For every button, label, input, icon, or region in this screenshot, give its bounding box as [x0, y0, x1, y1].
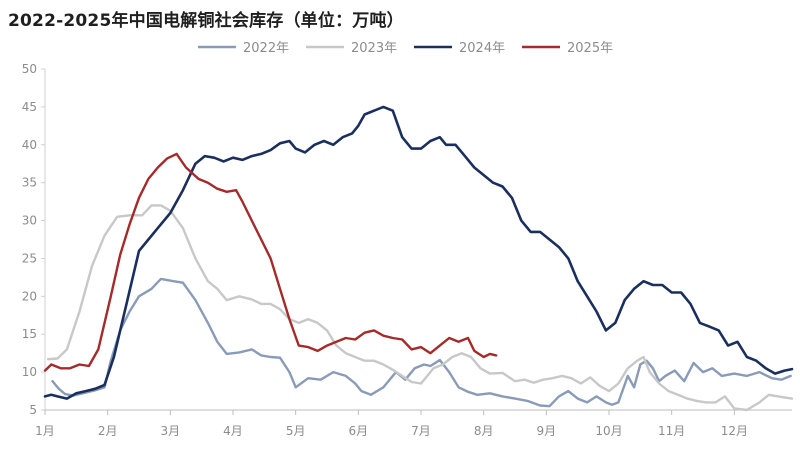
y-tick-label: 30 [22, 214, 37, 228]
x-tick-label: 2月 [98, 424, 118, 438]
y-tick-label: 35 [22, 176, 37, 190]
legend: 2022年 2023年 2024年 2025年 [198, 41, 613, 56]
x-axis: 1月 2月 3月 4月 5月 6月 7月 8月 9月 10月 11月 12月 [35, 409, 792, 438]
x-tick-label: 11月 [658, 424, 685, 438]
series-line-2024年 [43, 105, 794, 400]
x-tick-label: 5月 [286, 424, 306, 438]
y-axis: 5 10 15 20 25 30 35 40 45 50 [22, 62, 46, 417]
y-tick-label: 10 [22, 365, 37, 379]
legend-label: 2024年 [459, 41, 505, 56]
legend-label: 2022年 [243, 41, 289, 56]
series-line-2023年 [46, 204, 794, 412]
x-tick-label: 3月 [161, 424, 181, 438]
series-line-2025年 [43, 152, 498, 372]
y-tick-label: 40 [22, 138, 37, 152]
x-tick-label: 7月 [411, 424, 431, 438]
y-tick-label: 50 [22, 62, 37, 76]
series-layer [43, 105, 794, 412]
x-tick-label: 12月 [721, 424, 748, 438]
series-line-2022年 [51, 277, 792, 408]
y-tick-label: 45 [22, 100, 37, 114]
x-tick-label: 10月 [595, 424, 622, 438]
x-tick-label: 1月 [35, 424, 55, 438]
y-tick-label: 15 [22, 327, 37, 341]
y-tick-label: 5 [29, 403, 37, 417]
x-tick-label: 6月 [349, 424, 369, 438]
x-tick-label: 9月 [537, 424, 557, 438]
x-tick-label: 8月 [474, 424, 494, 438]
x-tick-label: 4月 [223, 424, 243, 438]
y-tick-label: 20 [22, 289, 37, 303]
y-tick-label: 25 [22, 251, 37, 265]
chart-title: 2022-2025年中国电解铜社会库存（单位：万吨） [8, 11, 404, 31]
legend-label: 2025年 [567, 41, 613, 56]
legend-label: 2023年 [351, 41, 397, 56]
